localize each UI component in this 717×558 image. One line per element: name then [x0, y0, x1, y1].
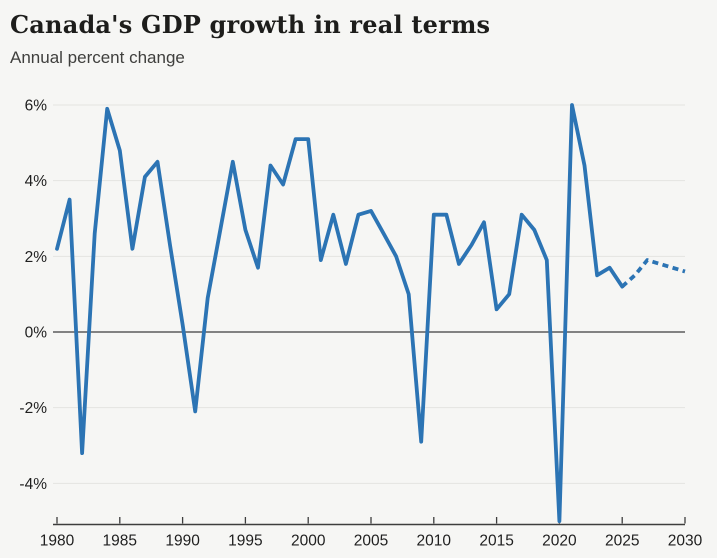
chart-title: Canada's GDP growth in real terms — [10, 10, 491, 39]
chart-header: Canada's GDP growth in real terms Annual… — [10, 10, 707, 68]
y-tick-label: 2% — [25, 249, 48, 266]
x-tick-label: 2030 — [668, 533, 703, 550]
x-tick-label: 2010 — [417, 533, 452, 550]
x-tick-label: 1980 — [40, 533, 75, 550]
chart-subtitle: Annual percent change — [10, 48, 185, 67]
x-tick-label: 2020 — [542, 533, 577, 550]
y-gridlines — [53, 104, 685, 484]
x-tick-label: 1995 — [228, 533, 262, 550]
x-tick-label: 2025 — [605, 533, 639, 550]
y-axis-labels: 6% 4% 2% 0% -2% -4% — [19, 98, 47, 493]
x-tick-label: 2015 — [479, 533, 513, 550]
y-tick-label: 6% — [25, 98, 48, 115]
x-tick-label: 1990 — [165, 533, 200, 550]
gdp-line-history — [55, 103, 625, 524]
y-tick-label: 0% — [25, 325, 48, 342]
gdp-line-chart: 6% 4% 2% 0% -2% -4% 1980 1985 1990 1995 2000 2005 20… — [19, 98, 703, 550]
gdp-line-forecast — [620, 258, 686, 289]
x-axis-labels: 1980 1985 1990 1995 2000 2005 2010 2015 2020 2025… — [40, 533, 703, 550]
x-tick-label: 2000 — [291, 533, 326, 550]
y-tick-label: -4% — [19, 476, 47, 493]
y-tick-label: 4% — [25, 173, 48, 190]
x-axis — [53, 517, 686, 526]
chart-area: 6% 4% 2% 0% -2% -4% 1980 1985 1990 1995 2000 2005 20… — [0, 88, 717, 558]
x-tick-label: 2005 — [354, 533, 388, 550]
x-tick-label: 1985 — [103, 533, 137, 550]
y-tick-label: -2% — [19, 400, 47, 417]
